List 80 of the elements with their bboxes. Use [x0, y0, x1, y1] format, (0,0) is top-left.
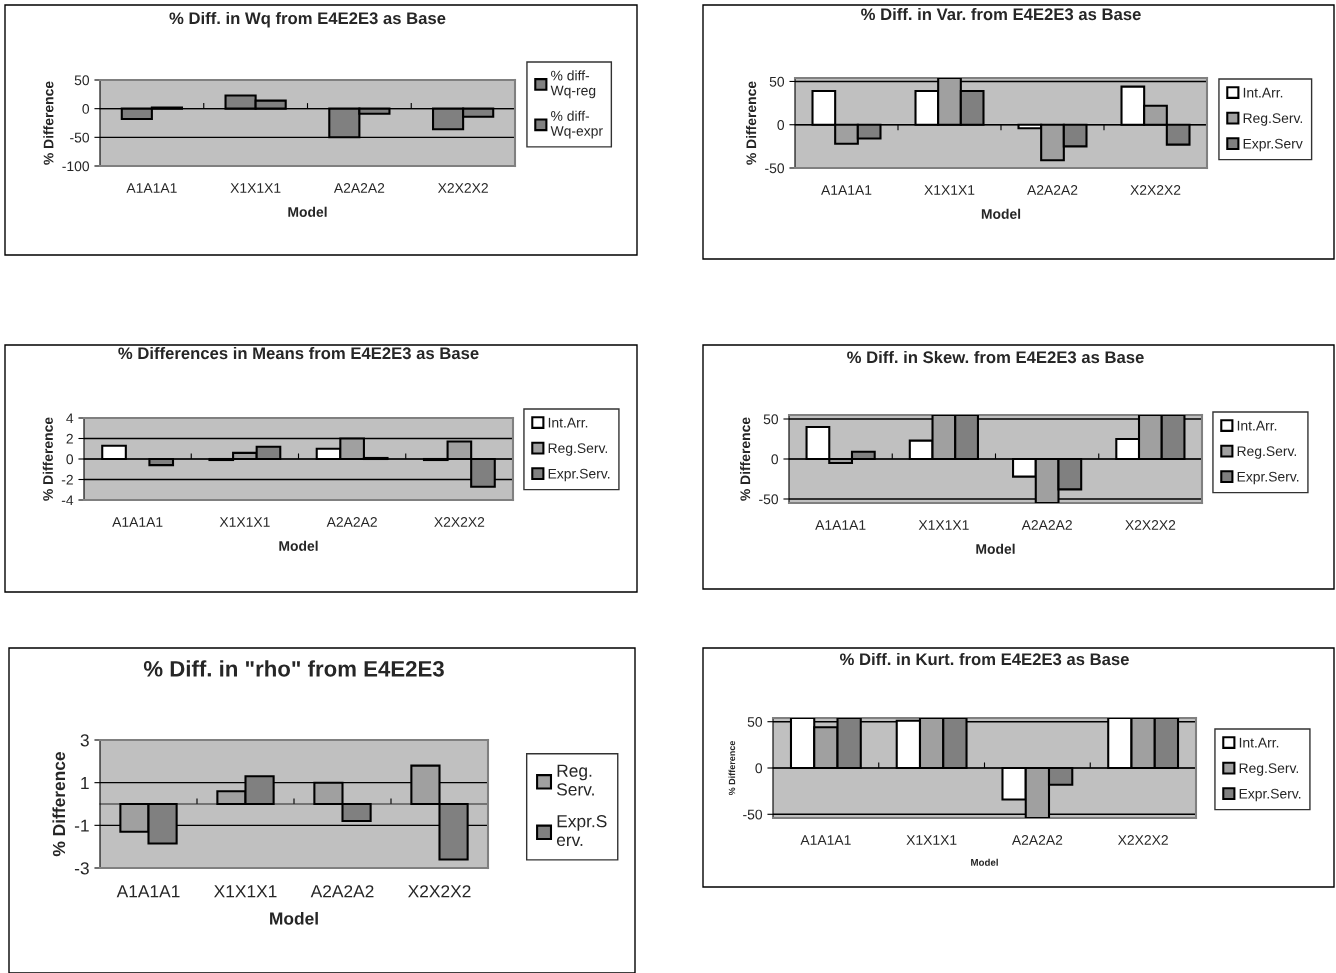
legend-label: % diff- Wq-expr [550, 110, 603, 139]
chart-title: % Differences in Means from E4E2E3 as Base [118, 346, 479, 360]
x-tick-label: A1A1A1 [116, 885, 180, 898]
y-tick-label: 0 [66, 454, 74, 465]
legend-label: Int.Arr. [1237, 420, 1277, 431]
y-tick-label: 50 [74, 75, 90, 86]
x-tick-label: A2A2A2 [310, 885, 374, 898]
x-tick-label: X1X1X1 [918, 520, 969, 530]
legend-label: Expr.Serv. [1237, 471, 1299, 485]
y-axis-title: % Difference [43, 81, 54, 165]
x-tick-label: A1A1A1 [112, 517, 163, 527]
y-tick-label: 4 [66, 413, 74, 424]
x-tick-label: A2A2A2 [1011, 835, 1063, 845]
x-tick-label: A2A2A2 [333, 183, 385, 193]
chart-title: % Diff. in Wq from E4E2E3 as Base [169, 11, 446, 28]
x-axis-title: Model [279, 540, 318, 551]
y-axis-title: % Difference [740, 417, 751, 501]
y-tick-label: 0 [771, 454, 779, 465]
legend-label: % diff- Wq-reg [550, 70, 596, 99]
legend-label: Expr.Serv [1243, 138, 1303, 152]
x-axis-title: Model [971, 858, 998, 866]
x-tick-label: A2A2A2 [1021, 520, 1072, 530]
chart-title: % Diff. in Skew. from E4E2E3 as Base [847, 350, 1144, 364]
x-axis-title: Model [288, 206, 327, 217]
y-tick-label: -50 [759, 494, 779, 505]
chart-title: % Diff. in Kurt. from E4E2E3 as Base [839, 652, 1129, 666]
y-tick-label: -50 [70, 132, 90, 143]
y-tick-label: 0 [755, 763, 763, 774]
x-tick-label: X2X2X2 [1117, 835, 1168, 845]
legend-label: Int.Arr. [1239, 737, 1279, 748]
y-tick-label: -100 [62, 161, 90, 172]
y-tick-label: -3 [74, 862, 89, 875]
x-tick-label: X1X1X1 [230, 183, 281, 193]
legend-label: Reg. Serv. [556, 764, 594, 796]
legend-label: Reg.Serv. [1237, 446, 1297, 459]
x-tick-label: A1A1A1 [126, 183, 177, 193]
x-tick-label: A2A2A2 [326, 517, 377, 527]
y-tick-label: -4 [61, 495, 74, 506]
y-tick-label: -50 [743, 809, 763, 820]
legend-label: Int.Arr. [1243, 87, 1283, 98]
x-tick-label: X2X2X2 [437, 183, 488, 193]
x-tick-label: X1X1X1 [214, 885, 277, 898]
x-tick-label: X2X2X2 [408, 885, 471, 898]
x-axis-title: Model [270, 911, 318, 925]
y-tick-label: 50 [763, 414, 779, 425]
legend-label: Reg.Serv. [1243, 113, 1303, 126]
y-tick-label: -1 [74, 819, 89, 832]
x-tick-label: A1A1A1 [821, 185, 872, 195]
y-axis-title: % Difference [728, 740, 736, 796]
y-axis-title: % Difference [42, 417, 53, 501]
y-tick-label: 3 [80, 734, 89, 747]
x-tick-label: X1X1X1 [924, 185, 975, 195]
x-tick-label: X2X2X2 [1125, 520, 1176, 530]
x-tick-label: X2X2X2 [434, 517, 485, 527]
y-axis-title: % Difference [52, 752, 66, 857]
y-tick-label: -50 [765, 163, 785, 174]
legend-label: Expr.Serv. [1239, 788, 1301, 802]
chart-title: % Diff. in "rho" from E4E2E3 [143, 660, 444, 677]
legend-label: Reg.Serv. [548, 443, 608, 456]
y-tick-label: 2 [66, 433, 73, 444]
x-tick-label: A2A2A2 [1027, 185, 1078, 195]
x-axis-title: Model [976, 543, 1015, 554]
legend-label: Expr.S erv. [556, 815, 607, 847]
chart-title: % Diff. in Var. from E4E2E3 as Base [861, 7, 1141, 21]
x-tick-label: A1A1A1 [800, 835, 851, 845]
legend-label: Expr.Serv. [548, 468, 610, 482]
y-tick-label: -2 [61, 474, 73, 485]
legend-label: Int.Arr. [548, 417, 588, 428]
x-tick-label: X2X2X2 [1130, 185, 1181, 195]
x-tick-label: X1X1X1 [906, 835, 957, 845]
y-tick-label: 0 [82, 104, 90, 114]
y-axis-title: % Difference [746, 81, 757, 165]
y-tick-label: 50 [769, 76, 785, 87]
x-axis-title: Model [981, 208, 1021, 219]
x-tick-label: X1X1X1 [219, 517, 270, 527]
y-tick-label: 1 [81, 777, 89, 789]
y-tick-label: 0 [777, 120, 785, 130]
x-tick-label: A1A1A1 [815, 520, 866, 530]
y-tick-label: 50 [747, 717, 763, 727]
legend-label: Reg.Serv. [1239, 763, 1299, 776]
